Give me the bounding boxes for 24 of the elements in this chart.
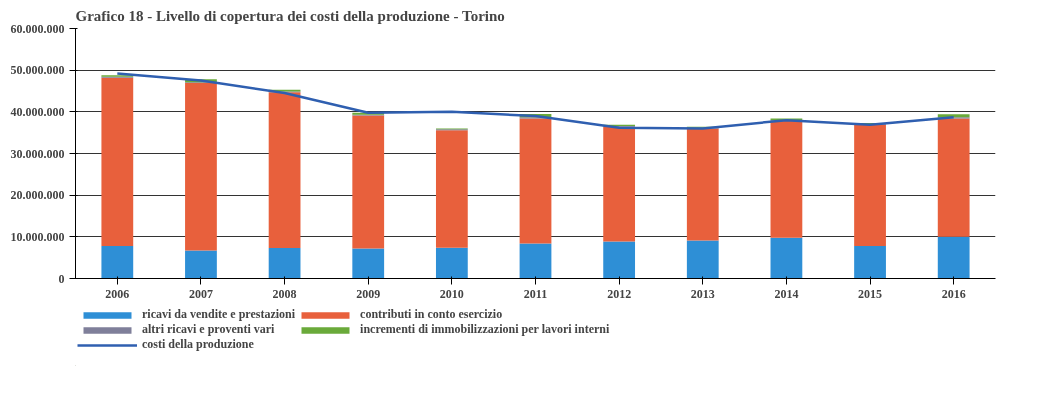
x-tick-label: 2009 [356, 286, 381, 301]
y-tick-label: 50.000.000 [10, 63, 65, 78]
x-tick-label: 2012 [607, 286, 632, 301]
y-tick-label: 40.000.000 [10, 104, 65, 119]
y-tick-label: 20.000.000 [10, 188, 65, 203]
x-tick-label: 2006 [105, 286, 130, 301]
y-tick-label: 10.000.000 [10, 229, 65, 244]
chart-title: Grafico 18 - Livello di copertura dei costi della produzione - Torino [75, 7, 505, 24]
x-tick-label: 2007 [188, 286, 213, 301]
legend-label: altri ricavi e proventi vari [142, 322, 275, 337]
x-tick-label: 2015 [858, 286, 883, 301]
x-tick-label: 2013 [690, 286, 715, 301]
legend-label: ricavi da vendite e prestazioni [142, 307, 296, 322]
x-tick-label: 2008 [272, 286, 297, 301]
legend-label: costi della produzione [142, 337, 254, 352]
x-tick-label: 2016 [941, 286, 966, 301]
x-tick-label: 2011 [523, 286, 548, 301]
y-tick-label: 30.000.000 [10, 146, 65, 161]
legend-label: contributi in conto esercizio [360, 307, 503, 322]
x-tick-label: 2010 [439, 286, 464, 301]
y-tick-label: 60.000.000 [10, 21, 65, 36]
x-tick-label: 2014 [774, 286, 799, 301]
legend-label: incrementi di immobilizzazioni per lavori interni [360, 322, 610, 337]
y-tick-label: 0 [58, 271, 65, 286]
